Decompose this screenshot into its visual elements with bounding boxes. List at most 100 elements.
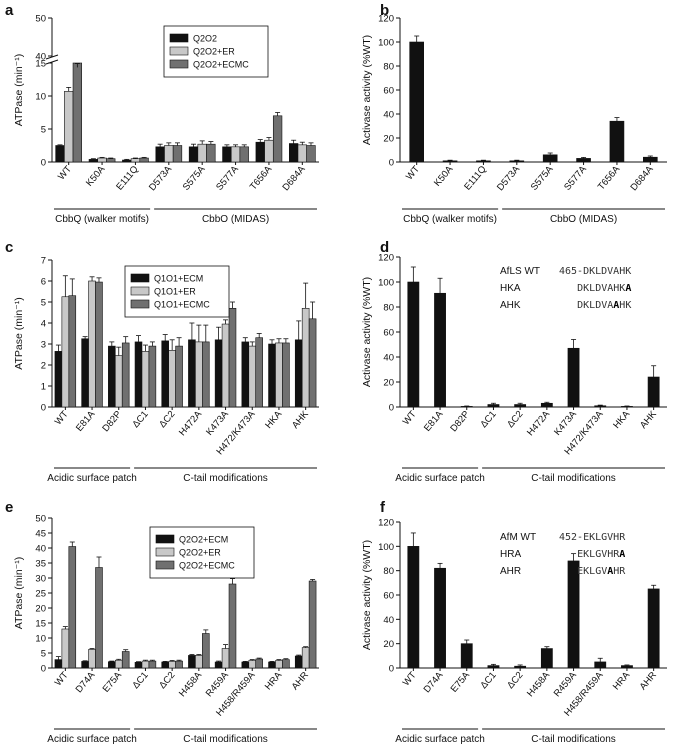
category-label: D684A — [281, 163, 309, 193]
y-tick-label: 45 — [35, 529, 46, 540]
bar — [442, 160, 458, 163]
category-label: WT — [401, 670, 419, 689]
bar — [255, 141, 265, 163]
bar — [214, 661, 223, 669]
bar — [294, 339, 303, 408]
category-label: S577A — [214, 163, 241, 192]
bar — [268, 343, 276, 408]
bar — [95, 567, 103, 669]
bar — [175, 660, 183, 669]
y-tick-label: 40 — [383, 615, 394, 626]
group-label: CbbQ (walker motifs) — [403, 214, 497, 225]
category-label: ΔC2 — [157, 409, 177, 430]
category-label: E111Q — [114, 164, 141, 193]
category-label: ΔC2 — [157, 670, 177, 691]
category-label: E75A — [101, 669, 125, 694]
y-tick-label: 50 — [35, 514, 46, 525]
bar — [61, 296, 70, 408]
category-label: ΔC2 — [505, 670, 525, 691]
bar — [301, 307, 310, 408]
bar — [72, 62, 83, 163]
bar — [88, 159, 99, 163]
y-tick-label: 3 — [41, 340, 46, 351]
legend-swatch — [169, 46, 189, 56]
bar — [108, 345, 116, 408]
legend-label: Q1O1+ECM — [154, 274, 203, 284]
bar — [68, 295, 77, 408]
y-axis-label: ATPase (min⁻¹) — [13, 557, 25, 629]
category-label: HRA — [263, 669, 285, 692]
y-tick-label: 5 — [41, 298, 46, 309]
panel-letter: c — [5, 239, 13, 256]
bar — [164, 145, 174, 163]
category-label: WT — [401, 409, 419, 428]
legend-swatch — [130, 286, 150, 296]
bar — [282, 659, 290, 669]
category-label: D74A — [74, 669, 98, 695]
legend-label: Q2O2+ER — [179, 548, 221, 558]
bar — [108, 661, 116, 669]
category-label: H472A — [525, 408, 553, 438]
bar — [409, 41, 424, 163]
y-tick-label: 2 — [41, 361, 46, 372]
bar — [54, 659, 63, 669]
category-label: E111Q — [462, 164, 489, 193]
group-label: C-tail modifications — [183, 473, 267, 484]
annotation-label: AHR — [500, 566, 521, 577]
bar — [301, 647, 310, 669]
y-tick-label: 40 — [383, 353, 394, 364]
annotation-sequence: 465-DKLDVAHK — [559, 266, 631, 277]
panel-letter: d — [380, 239, 389, 256]
y-tick-label: 120 — [378, 253, 394, 264]
y-tick-label: 80 — [383, 303, 394, 314]
annotation-sequence: DKLDVAHKA — [577, 283, 631, 294]
y-tick-label: 0 — [41, 158, 46, 169]
category-label: T656A — [248, 163, 275, 192]
bar — [268, 661, 276, 669]
category-label: AHR — [290, 670, 311, 693]
group-label: C-tail modifications — [531, 473, 615, 484]
y-tick-label: 40 — [35, 544, 46, 555]
annotation-sequence: 452-EKLGVHR — [559, 532, 626, 543]
bar — [275, 660, 283, 669]
bar — [54, 351, 63, 408]
category-label: D684A — [629, 163, 657, 193]
bar — [514, 404, 527, 408]
bar — [134, 341, 143, 408]
bar — [222, 146, 232, 163]
category-label: D573A — [495, 163, 523, 193]
category-label: E81A — [422, 408, 446, 433]
bar — [407, 281, 420, 408]
bar — [647, 588, 660, 669]
category-label: ΔC2 — [505, 409, 525, 430]
bar — [282, 342, 290, 408]
y-tick-label: 1 — [41, 382, 46, 393]
bar — [188, 339, 196, 408]
bar — [275, 342, 283, 408]
y-tick-label: 20 — [383, 639, 394, 650]
y-tick-label: 100 — [378, 278, 394, 289]
bar — [106, 158, 116, 163]
group-label: C-tail modifications — [183, 734, 267, 745]
category-label: ΔC1 — [478, 670, 498, 691]
bar — [239, 146, 249, 163]
bar — [241, 661, 250, 669]
bar — [288, 143, 299, 163]
y-tick-label: 120 — [378, 14, 394, 25]
category-label: E81A — [74, 408, 98, 433]
bar — [294, 655, 303, 669]
legend-label: Q2O2+ECM — [179, 535, 228, 545]
bar — [434, 567, 446, 669]
y-tick-label: 60 — [383, 591, 394, 602]
category-label: H472A — [177, 408, 205, 438]
category-label: H458A — [177, 669, 205, 699]
bar — [206, 143, 216, 163]
annotation-label: HKA — [500, 283, 521, 294]
y-tick-label: 120 — [378, 518, 394, 529]
bar — [214, 339, 223, 408]
annotation-sequence: EKLGVHRA — [577, 549, 625, 560]
group-label: Acidic surface patch — [395, 473, 485, 484]
bar — [88, 649, 96, 669]
y-tick-label: 10 — [35, 92, 46, 103]
